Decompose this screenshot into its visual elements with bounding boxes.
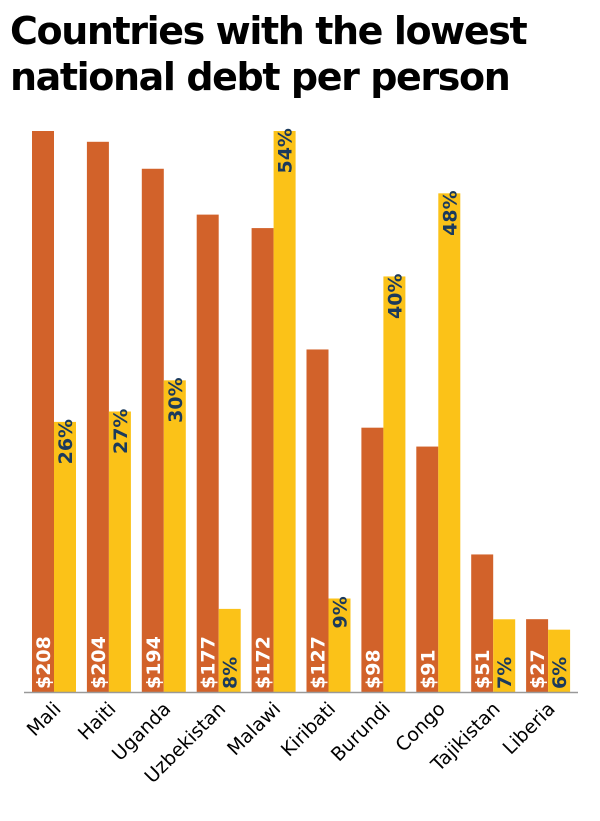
bar-debt-liberia [526,619,549,692]
label-debt-congo: $91 [417,649,439,689]
label-debt-tajikistan: $51 [472,649,494,689]
bar-debt-congo [416,446,439,692]
label-debt-liberia: $27 [527,649,549,689]
label-debt-uganda: $194 [143,636,165,689]
label-debt-kiribati: $127 [308,636,330,689]
label-debt-mali: $208 [33,636,55,689]
label-gdp-mali: 26% [55,419,77,464]
label-gdp-burundi: 40% [384,273,406,318]
chart-title: Countries with the lowest national debt … [10,9,528,99]
label-gdp-uzbekistan: 8% [220,657,242,689]
bar-gdp-kiribati [328,598,351,692]
label-debt-malawi: $172 [253,636,275,689]
bar-gdp-mali [54,421,76,692]
label-gdp-malawi: 54% [275,128,297,173]
bar-debt-mali [32,131,54,692]
label-gdp-congo: 48% [439,190,461,235]
label-debt-uzbekistan: $177 [198,636,220,689]
label-gdp-kiribati: 9% [330,596,352,628]
category-label-haiti: Haiti [74,698,121,745]
bar-gdp-burundi [383,276,406,692]
bar-debt-malawi [251,228,274,692]
label-debt-burundi: $98 [362,649,384,689]
bar-gdp-uzbekistan [218,608,241,692]
category-label-liberia: Liberia [499,698,560,759]
bar-gdp-haiti [108,411,131,692]
category-label-malawi: Malawi [223,698,285,760]
bar-gdp-malawi [273,131,296,692]
bar-gdp-uganda [163,380,186,692]
bar-gdp-tajikistan [493,619,516,692]
bar-debt-uganda [141,168,164,692]
label-gdp-haiti: 27% [110,409,132,454]
bar-debt-kiribati [306,349,329,692]
bar-gdp-liberia [548,629,571,692]
category-label-burundi: Burundi [327,698,395,766]
label-gdp-uganda: 30% [165,377,187,422]
bar-gdp-congo [438,193,461,693]
bar-debt-haiti [86,141,109,693]
label-debt-haiti: $204 [88,636,110,689]
category-label-mali: Mali [23,698,66,741]
bar-debt-tajikistan [471,554,494,692]
label-gdp-liberia: 6% [549,657,571,689]
bar-debt-uzbekistan [196,214,219,692]
bar-debt-burundi [361,427,384,692]
label-gdp-tajikistan: 7% [494,657,516,689]
